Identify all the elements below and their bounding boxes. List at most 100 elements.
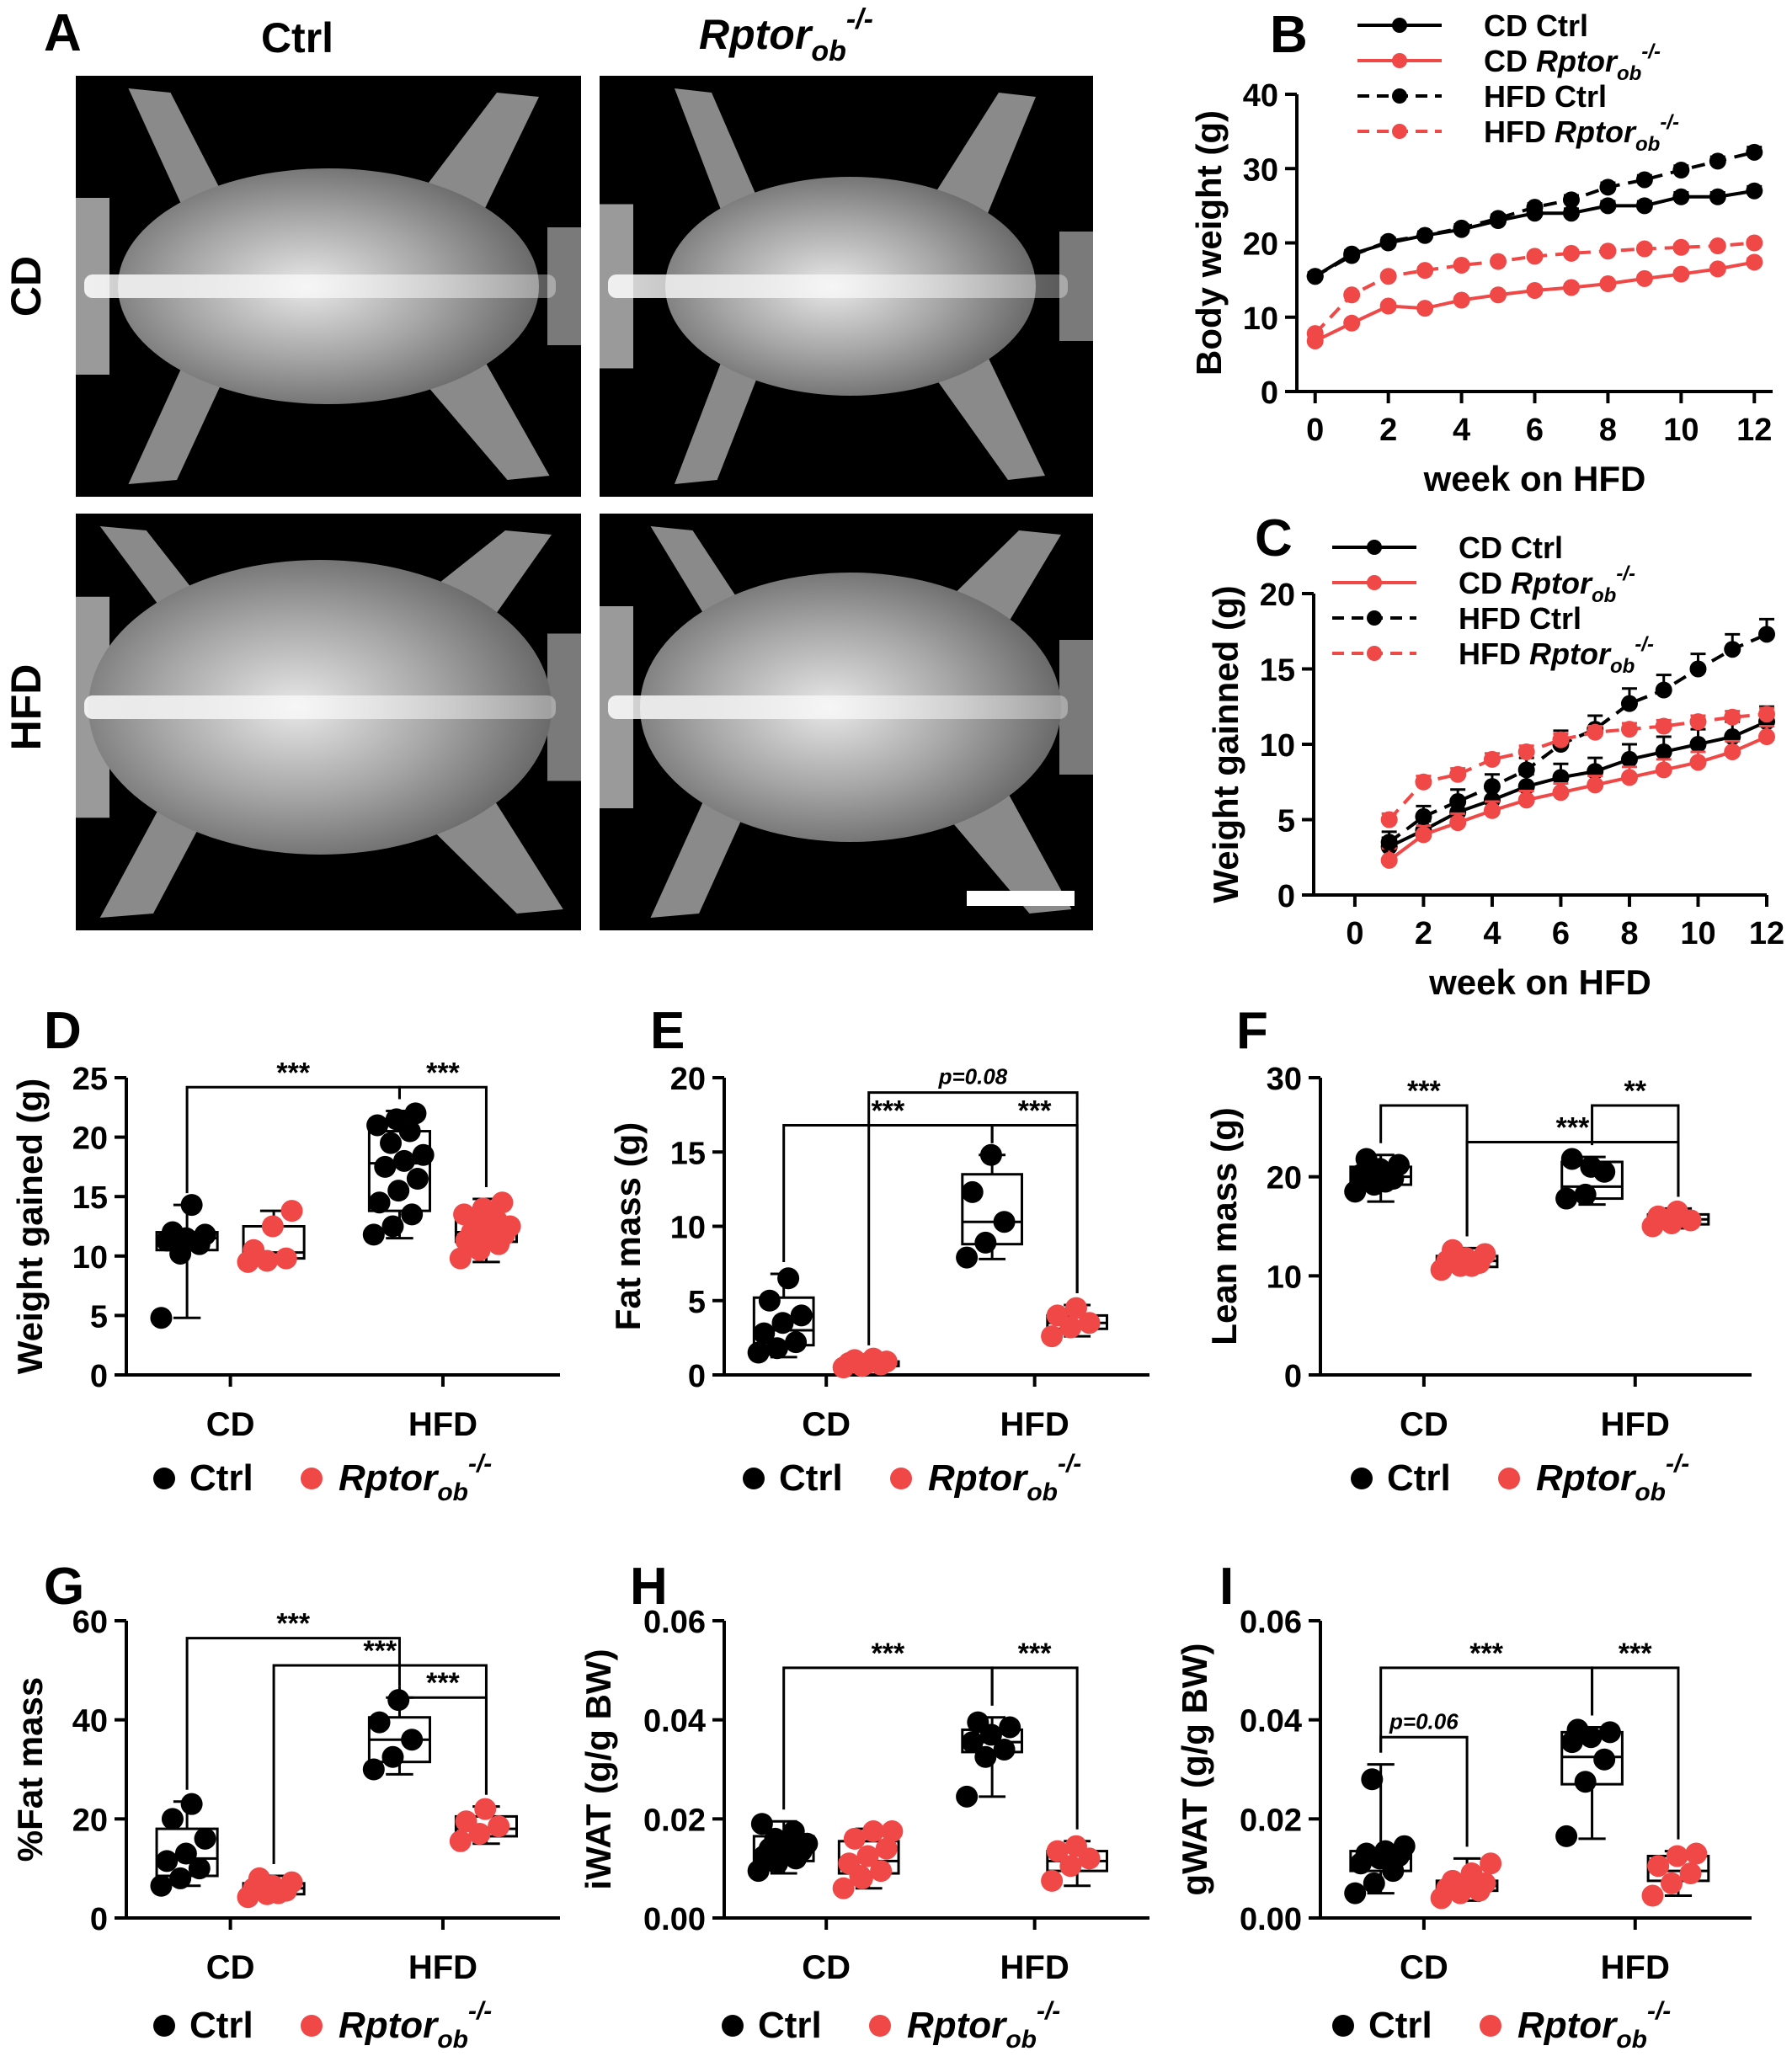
y-tick-label: 60 xyxy=(72,1605,108,1640)
bracket-line xyxy=(1379,1735,1469,1847)
data-point xyxy=(188,1857,211,1880)
legend-label-rptor-sub: ob xyxy=(1616,2026,1647,2054)
data-point xyxy=(862,1347,885,1370)
panel-letter: I xyxy=(1219,1558,1234,1616)
panel-h: H 0.00 0.02 0.04 0.06 CD HFD iWAT (g/g BW) *** **… xyxy=(579,1558,1149,2054)
series-line xyxy=(1388,735,1768,862)
y-tick-label: 20 xyxy=(1243,227,1278,263)
legend-marker xyxy=(1392,124,1407,139)
data-point xyxy=(1078,1312,1101,1334)
data-point xyxy=(161,1808,184,1830)
legend-marker xyxy=(1367,540,1382,555)
legend-label-rptor: Rptor xyxy=(1529,637,1612,671)
bracket-label: ** xyxy=(1624,1075,1647,1107)
legend-label-rptor-base: Rptor xyxy=(1536,1457,1637,1499)
bracket-label: *** xyxy=(1407,1075,1441,1107)
data-point xyxy=(1379,232,1397,250)
box-hfd-ko xyxy=(449,1798,519,1852)
significance-bracket: *** xyxy=(782,1638,994,1810)
data-point xyxy=(1655,743,1672,760)
data-point xyxy=(267,1882,290,1905)
data-point xyxy=(993,1211,1016,1233)
data-point xyxy=(1555,1825,1578,1847)
bracket-label: *** xyxy=(426,1667,460,1699)
data-point xyxy=(1416,262,1434,280)
data-point xyxy=(404,1102,427,1125)
legend-label-sup: -/- xyxy=(1660,111,1679,134)
legend-label: HFD Rptorob-/- xyxy=(1484,111,1679,156)
data-point xyxy=(764,1827,787,1850)
data-point xyxy=(381,1745,404,1768)
data-point xyxy=(1415,807,1432,825)
x-tick-label: CD xyxy=(802,1949,851,1986)
data-point xyxy=(280,1200,303,1223)
y-tick-label: 0 xyxy=(90,1359,108,1394)
data-point xyxy=(150,1874,173,1897)
legend-marker-ctrl xyxy=(153,1468,175,1489)
legend-label-rptor-sub: ob xyxy=(1635,1478,1666,1506)
data-point xyxy=(1709,188,1726,205)
data-point xyxy=(881,1820,904,1843)
data-point xyxy=(1724,743,1741,760)
legend-label-sup: -/- xyxy=(1641,40,1661,63)
bracket-line xyxy=(990,1666,1079,1830)
data-point xyxy=(1442,1239,1464,1261)
series-cd-ctrl xyxy=(1380,705,1775,855)
data-point xyxy=(1620,750,1638,768)
data-point xyxy=(1449,814,1467,832)
data-point xyxy=(453,1203,476,1226)
data-point xyxy=(387,1180,410,1202)
data-point xyxy=(832,1877,855,1899)
x-tick-label: CD xyxy=(1400,1406,1448,1443)
data-point xyxy=(1666,1845,1688,1867)
legend: Ctrl Rptorob-/- xyxy=(153,1997,492,2054)
y-axis-label: %Fat mass xyxy=(10,1677,50,1862)
data-point xyxy=(1059,1855,1082,1878)
legend-label-rptor: Rptor xyxy=(1511,566,1593,600)
data-point xyxy=(1574,1183,1597,1206)
data-point xyxy=(1517,743,1535,760)
legend-label-ctrl: Ctrl xyxy=(189,1457,253,1499)
legend-marker-rptor xyxy=(1498,1468,1520,1489)
y-tick-label: 0.00 xyxy=(1240,1902,1302,1937)
bracket-line xyxy=(1465,1140,1680,1237)
legend-marker xyxy=(1392,88,1407,104)
bracket-line xyxy=(867,1091,1079,1345)
data-point xyxy=(1689,660,1707,678)
box-cd-ctrl xyxy=(150,1793,219,1897)
y-tick-label: 15 xyxy=(670,1136,706,1171)
x-tick-label: HFD xyxy=(1601,1949,1670,1986)
xray-forelimb xyxy=(650,788,756,918)
legend-label-rptor-sup: -/- xyxy=(468,1450,492,1478)
legend-label-rptor: Rptor xyxy=(1555,115,1637,149)
data-point xyxy=(1689,754,1707,771)
y-axis-label: Weight gainned (g) xyxy=(1206,585,1245,903)
data-point xyxy=(1517,791,1535,809)
x-tick-label: 12 xyxy=(1736,413,1772,448)
data-point xyxy=(1685,1842,1708,1865)
data-point xyxy=(1580,1155,1603,1178)
data-point xyxy=(1746,253,1763,271)
panel-g: G 0 20 40 60 CD HFD %Fat mass *** *** *** Ctrl Rptor… xyxy=(10,1558,560,2054)
data-point xyxy=(1379,297,1397,315)
y-tick-label: 40 xyxy=(72,1704,108,1739)
legend-label-prefix: CD xyxy=(1459,566,1511,600)
legend: Ctrl Rptorob-/- xyxy=(743,1450,1081,1506)
box-cd-ko xyxy=(237,1867,306,1909)
x-tick-label: HFD xyxy=(1000,1949,1069,1986)
data-point xyxy=(1598,1721,1621,1744)
y-tick-label: 5 xyxy=(688,1285,706,1320)
y-tick-label: 40 xyxy=(1243,78,1278,114)
legend-label-sub: ob xyxy=(1610,655,1635,678)
data-point xyxy=(974,1745,997,1768)
significance-bracket: *** xyxy=(397,1667,488,1795)
legend-marker xyxy=(1392,18,1407,33)
bracket-label: p=0.06 xyxy=(1389,1708,1459,1734)
y-tick-label: 0.06 xyxy=(643,1605,706,1640)
panel-i: I 0.00 0.02 0.04 0.06 CD HFD gWAT (g/g BW) *** **… xyxy=(1175,1558,1752,2054)
legend-label-prefix: HFD xyxy=(1484,115,1555,149)
data-point xyxy=(1746,234,1763,252)
legend-marker-ctrl xyxy=(153,2015,175,2037)
xray-image-cd-rptor xyxy=(600,76,1093,497)
data-point xyxy=(392,1149,415,1172)
